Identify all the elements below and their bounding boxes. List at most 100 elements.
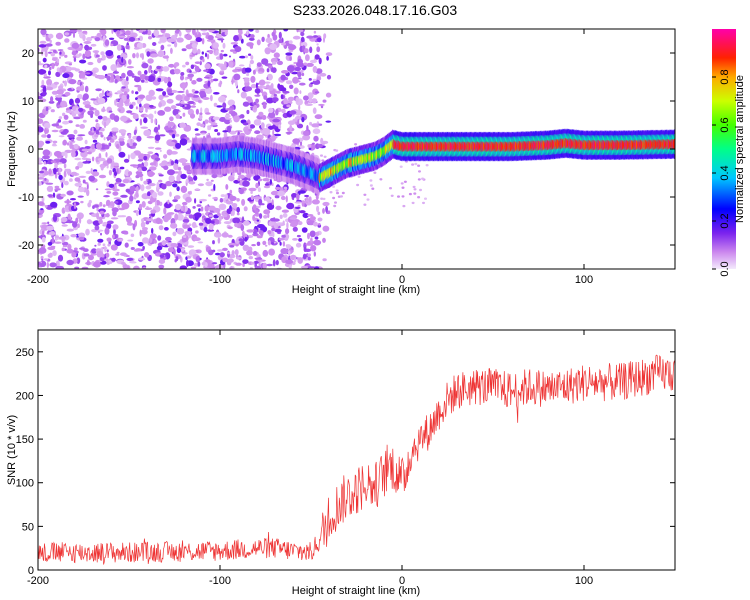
spectrogram-speckle (251, 244, 256, 247)
spectrogram-speckle (153, 29, 160, 37)
spectrogram-speckle (327, 210, 331, 213)
spectrogram-speckle (112, 209, 117, 217)
spectrogram-speckle (256, 219, 260, 222)
spectrogram-speckle (191, 221, 197, 229)
spectrogram-speckle (176, 213, 184, 221)
colorbar-tick-label: 0.6 (719, 117, 731, 132)
spectrogram-speckle (144, 252, 150, 258)
spectrogram-speckle (189, 190, 192, 195)
spectrogram-speckle (64, 80, 67, 87)
spectrogram-speckle (265, 37, 273, 44)
spectrogram-speckle (144, 80, 149, 84)
spectrogram-speckle (90, 167, 93, 175)
spectrogram-speckle (107, 220, 114, 225)
spectrogram-speckle (256, 39, 261, 46)
spectrogram-speckle (289, 84, 294, 90)
colorbar-tick-label: 0.8 (719, 69, 731, 84)
spectrogram-speckle (113, 197, 122, 200)
spectrogram-speckle (264, 196, 271, 202)
spectrogram-speckle (139, 103, 142, 108)
spectrogram-speckle (154, 200, 157, 208)
spectrogram-speckle (250, 190, 253, 194)
spectrogram-speckle (199, 90, 206, 96)
spectrogram-speckle (82, 53, 86, 60)
spectrogram-speckle (142, 245, 145, 250)
spectrogram-speckle (167, 141, 176, 147)
spectrogram-speckle (147, 58, 154, 64)
spectrogram-speckle (212, 197, 219, 200)
spectrogram-speckle (60, 100, 68, 108)
spectrogram-speckle (164, 33, 171, 38)
spectrogram-speckle (311, 199, 320, 205)
spectrogram-speckle (135, 126, 138, 130)
spectrogram-speckle (170, 105, 177, 110)
spectrogram-speckle (128, 37, 136, 42)
spectrogram-speckle (257, 224, 265, 229)
spectrogram-speckle (285, 228, 290, 235)
spectrogram-speckle (46, 225, 55, 231)
spectrogram-speckle (175, 94, 183, 101)
spectrogram-speckle (65, 206, 70, 211)
snr-ylabel: SNR (10 * v/v) (6, 415, 18, 485)
spectrogram-speckle (411, 163, 415, 166)
spectrogram-speckle (194, 31, 202, 39)
spectrogram-speckle (271, 97, 279, 102)
spectrogram-speckle (235, 80, 238, 87)
spectrogram-speckle (39, 170, 45, 174)
spectrogram-speckle (140, 229, 148, 235)
spectrogram-speckle (234, 222, 239, 228)
spectrogram-speckle (123, 37, 129, 41)
spectrogram-speckle (71, 87, 74, 90)
spectrogram-speckle (224, 114, 231, 118)
spectrogram-speckle (90, 98, 97, 101)
spectrogram-speckle (257, 71, 264, 74)
spectrogram-speckle (167, 199, 170, 205)
spectrogram-speckle (54, 162, 58, 169)
spectrogram-speckle (119, 215, 127, 218)
spectrogram-speckle (197, 48, 201, 55)
spectrogram-speckle (263, 209, 271, 215)
spectrogram-speckle (296, 234, 301, 238)
spectrogram-speckle (47, 253, 53, 258)
spectrogram-speckle (143, 161, 149, 167)
spectrogram-speckle (208, 205, 216, 211)
spectrogram-speckle (58, 167, 61, 174)
spectrogram-speckle (141, 53, 144, 60)
spectrogram-speckle (300, 69, 304, 74)
spectrogram-speckle (82, 179, 86, 184)
spectrogram-speckle (313, 221, 318, 227)
spectrogram-speckle (116, 55, 122, 60)
snr-frame (37, 329, 676, 571)
spectrogram-speckle (180, 173, 187, 179)
spectrogram-speckle (252, 69, 256, 75)
spectrogram-speckle (40, 29, 47, 36)
spectrogram-speckle (210, 94, 213, 102)
spectrogram-speckle (169, 191, 172, 197)
spectrogram-speckle (272, 129, 275, 136)
spectrogram-speckle (121, 56, 124, 63)
spectrogram-speckle (144, 114, 149, 118)
spectrogram-speckle (318, 103, 325, 106)
spectrogram-speckle (248, 128, 252, 132)
spectrogram-speckle (128, 59, 132, 65)
spectrogram-speckle (44, 50, 48, 58)
spectrogram-speckle (77, 134, 86, 137)
spectrogram-speckle (162, 66, 170, 72)
spectrogram-speckle (305, 62, 314, 67)
spectrogram-speckle (127, 154, 130, 160)
spectrogram-speckle (318, 223, 321, 226)
spectrogram-speckle (126, 70, 133, 77)
spectrogram-speckle (125, 188, 131, 193)
spectrogram-speckle (256, 62, 262, 67)
spectrogram-speckle (340, 195, 343, 198)
spectrogram-speckle (288, 264, 292, 269)
spectrogram-speckle (38, 247, 47, 254)
spectrogram-speckle (96, 207, 99, 212)
spectrogram-speckle (186, 93, 194, 98)
spectrogram-speckle (185, 44, 193, 50)
spectrogram-speckle (198, 114, 203, 120)
spectrogram-speckle (182, 224, 190, 229)
spectrogram-speckle (319, 72, 327, 77)
spectrogram-speckle (56, 58, 60, 63)
spectrogram-speckle (248, 123, 251, 130)
